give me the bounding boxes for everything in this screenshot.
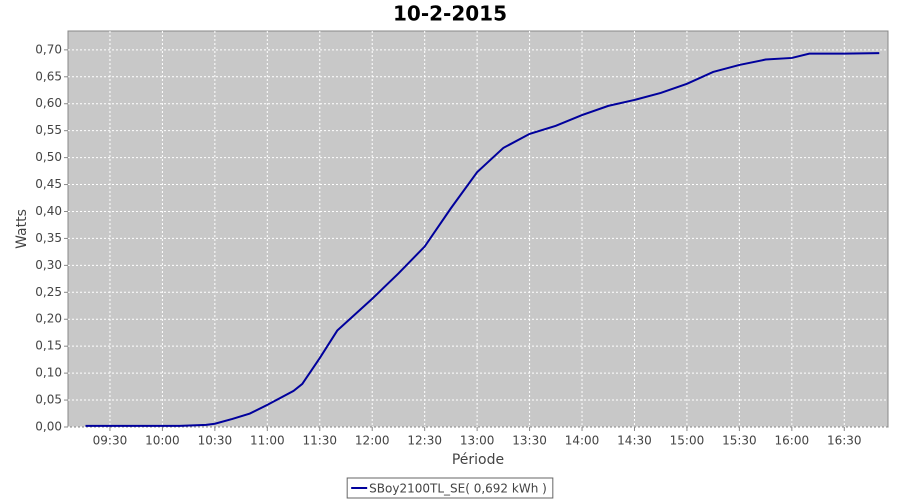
x-tick-label: 15:00 [670,434,705,448]
x-tick-label: 14:00 [565,434,600,448]
x-tick-label: 09:30 [93,434,128,448]
x-axis-label: Période [452,452,504,468]
x-tick-label: 16:30 [827,434,862,448]
y-tick-label: 0,65 [35,69,62,83]
x-tick-label: 10:30 [198,434,233,448]
y-tick-label: 0,45 [35,177,62,191]
x-tick-label: 11:00 [250,434,285,448]
x-tick-label: 15:30 [722,434,757,448]
y-tick-label: 0,00 [35,420,62,434]
chart-title: 10-2-2015 [393,2,507,26]
y-tick-label: 0,20 [35,312,62,326]
legend-box [346,477,554,499]
y-tick-label: 0,70 [35,42,62,56]
x-tick-label: 16:00 [775,434,810,448]
y-tick-label: 0,05 [35,393,62,407]
data-line [85,52,880,427]
y-tick-label: 0,50 [35,150,62,164]
x-tick-label: 13:30 [512,434,547,448]
y-tick-label: 0,30 [35,258,62,272]
y-tick-label: 0,60 [35,96,62,110]
x-tick-label: 12:30 [407,434,442,448]
x-tick-label: 12:00 [355,434,390,448]
legend-label: SBoy2100TL_SE( 0,692 kWh ) [369,482,547,496]
y-tick-label: 0,35 [35,231,62,245]
y-tick-label: 0,25 [35,285,62,299]
y-tick-label: 0,55 [35,123,62,137]
x-tick-label: 14:30 [617,434,652,448]
x-tick-label: 10:00 [145,434,180,448]
x-tick-label: 11:30 [302,434,337,448]
plot-area [67,30,889,428]
y-tick-label: 0,40 [35,204,62,218]
y-tick-label: 0,15 [35,339,62,353]
y-tick-label: 0,10 [35,366,62,380]
x-tick-label: 13:00 [460,434,495,448]
y-axis-label: Watts [14,209,30,249]
